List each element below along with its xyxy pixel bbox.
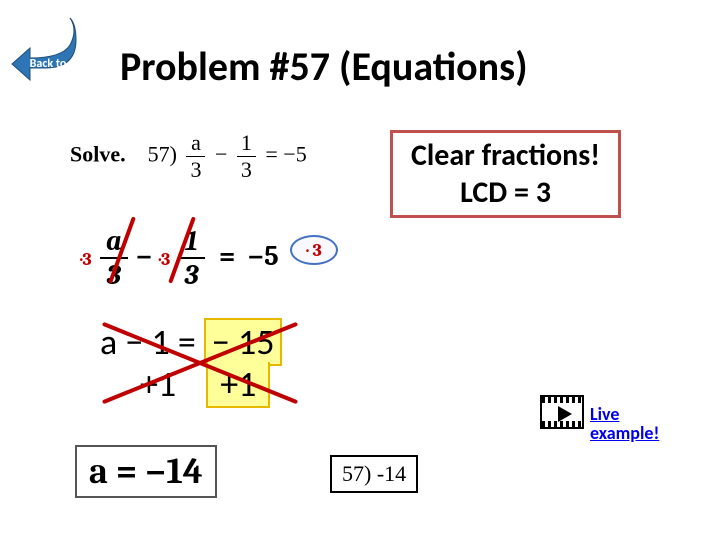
fraction-a-over-3-step2: a 3 xyxy=(100,225,128,291)
solve-prompt: Solve. xyxy=(70,142,126,167)
add-one-right: +1 xyxy=(206,362,270,408)
live-example-link[interactable]: Live example! xyxy=(590,405,659,443)
multiply-3-circled: · 3 xyxy=(290,235,338,265)
play-icon xyxy=(558,406,572,422)
multiply-3-annotation: ·3 xyxy=(159,249,171,270)
problem-statement: Solve. 57) a 3 − 1 3 = −5 xyxy=(70,130,307,183)
step3-line1: a − 1 = − 15 xyxy=(100,320,282,364)
step3-line2: +1 +1 xyxy=(140,362,270,406)
final-answer: a = −14 xyxy=(75,445,217,498)
problem-number: 57) xyxy=(148,142,177,167)
fraction-1-over-3-step2: 1 3 xyxy=(178,225,204,291)
back-label: Back to Menu xyxy=(28,58,68,84)
back-to-menu-button[interactable]: Back to Menu xyxy=(10,10,80,90)
fraction-a-over-3: a 3 xyxy=(186,130,205,183)
film-icon xyxy=(540,395,584,435)
fraction-1-over-3: 1 3 xyxy=(237,130,256,183)
page-title: Problem #57 (Equations) xyxy=(120,42,528,91)
hint-line-2: LCD = 3 xyxy=(411,174,600,211)
multiply-3-annotation: ·3 xyxy=(80,249,92,270)
hint-line-1: Clear fractions! xyxy=(411,137,600,174)
answer-key-box: 57) -14 xyxy=(330,455,418,493)
highlighted-result: − 15 xyxy=(204,318,283,366)
add-one-left: +1 xyxy=(140,362,176,406)
hint-box: Clear fractions! LCD = 3 xyxy=(390,130,621,218)
